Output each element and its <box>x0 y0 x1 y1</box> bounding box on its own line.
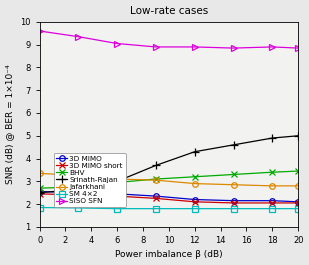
Srinath-Rajan <box>296 134 300 137</box>
Srinath-Rajan <box>154 164 158 167</box>
SM 4×2 <box>193 207 197 210</box>
BHV <box>115 181 119 184</box>
Jafarkhani <box>77 174 80 177</box>
SM 4×2 <box>296 207 300 210</box>
BHV <box>38 187 41 190</box>
BHV <box>193 175 197 178</box>
SISO SFN <box>77 35 80 38</box>
3D MIMO short <box>296 201 300 205</box>
SISO SFN <box>193 45 197 48</box>
3D MIMO <box>232 199 235 202</box>
SISO SFN <box>296 46 300 50</box>
Line: 3D MIMO short: 3D MIMO short <box>37 191 301 206</box>
Jafarkhani <box>154 179 158 182</box>
Srinath-Rajan <box>270 136 274 140</box>
3D MIMO <box>77 191 80 194</box>
3D MIMO short <box>77 193 80 197</box>
Jafarkhani <box>232 183 235 186</box>
BHV <box>77 186 80 189</box>
3D MIMO short <box>193 200 197 204</box>
Y-axis label: SNR (dB) @ BER = 1×10⁻⁴: SNR (dB) @ BER = 1×10⁻⁴ <box>6 65 15 184</box>
Srinath-Rajan <box>193 150 197 153</box>
SISO SFN <box>115 42 119 45</box>
3D MIMO short <box>270 201 274 205</box>
Srinath-Rajan <box>77 188 80 191</box>
BHV <box>232 173 235 176</box>
3D MIMO <box>270 199 274 202</box>
3D MIMO <box>193 198 197 201</box>
Jafarkhani <box>115 178 119 181</box>
Line: Srinath-Rajan: Srinath-Rajan <box>36 132 303 197</box>
3D MIMO <box>154 195 158 198</box>
SISO SFN <box>232 46 235 50</box>
SM 4×2 <box>154 207 158 210</box>
Jafarkhani <box>296 184 300 187</box>
Line: Jafarkhani: Jafarkhani <box>37 171 301 189</box>
Srinath-Rajan <box>232 143 235 147</box>
3D MIMO short <box>115 195 119 198</box>
Jafarkhani <box>193 182 197 185</box>
Line: BHV: BHV <box>36 167 302 192</box>
SISO SFN <box>154 45 158 48</box>
SISO SFN <box>270 45 274 48</box>
BHV <box>154 178 158 181</box>
Title: Low-rate cases: Low-rate cases <box>130 6 208 16</box>
Line: SISO SFN: SISO SFN <box>36 28 302 52</box>
SM 4×2 <box>270 207 274 210</box>
Jafarkhani <box>270 184 274 187</box>
Srinath-Rajan <box>115 180 119 183</box>
Jafarkhani <box>38 172 41 175</box>
BHV <box>270 171 274 174</box>
Legend: 3D MIMO, 3D MIMO short, BHV, Srinath-Rajan, Jafarkhani, SM 4×2, SISO SFN: 3D MIMO, 3D MIMO short, BHV, Srinath-Raj… <box>53 153 126 207</box>
3D MIMO short <box>154 197 158 200</box>
3D MIMO <box>38 190 41 193</box>
SM 4×2 <box>115 207 119 210</box>
3D MIMO <box>115 192 119 195</box>
Line: SM 4×2: SM 4×2 <box>37 205 301 211</box>
SM 4×2 <box>232 207 235 210</box>
3D MIMO <box>296 200 300 204</box>
Line: 3D MIMO: 3D MIMO <box>37 189 301 205</box>
Srinath-Rajan <box>38 191 41 194</box>
SISO SFN <box>38 29 41 33</box>
SM 4×2 <box>77 206 80 210</box>
3D MIMO short <box>232 201 235 205</box>
BHV <box>296 170 300 173</box>
SM 4×2 <box>38 206 41 209</box>
3D MIMO short <box>38 192 41 195</box>
X-axis label: Power imbalance β (dB): Power imbalance β (dB) <box>115 250 223 259</box>
